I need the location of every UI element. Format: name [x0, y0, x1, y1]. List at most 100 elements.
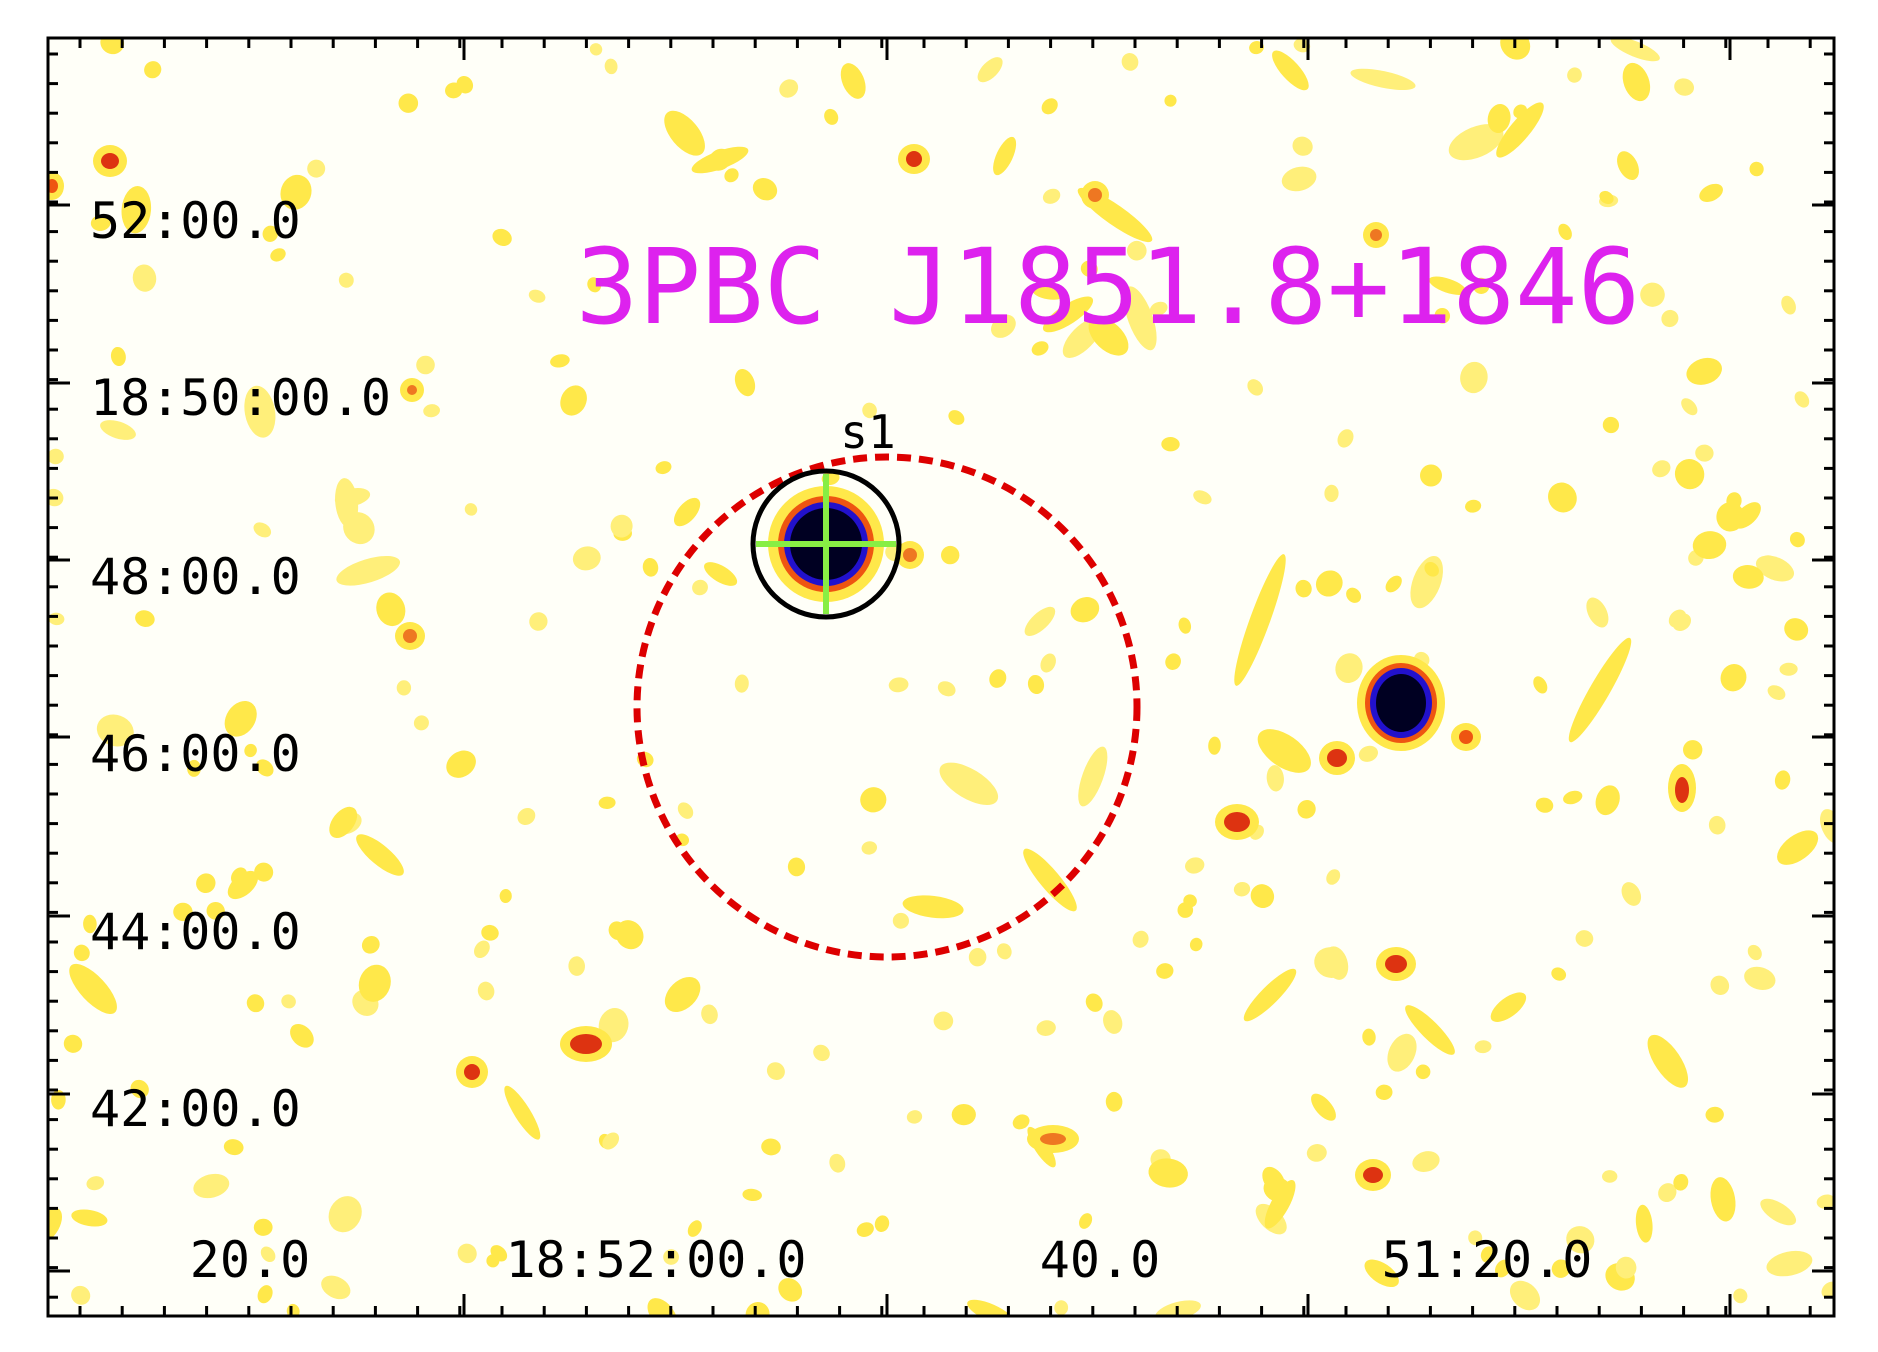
noise-blob: [1575, 930, 1594, 947]
noise-blob: [766, 1062, 785, 1081]
noise-blob: [1183, 894, 1197, 908]
noise-blob: [358, 964, 391, 1002]
noise-blob: [1490, 992, 1527, 1022]
y-tick-label: 46:00.0: [90, 725, 301, 783]
noise-blob: [1042, 296, 1094, 333]
noise-blob: [1784, 618, 1809, 641]
noise-blob: [813, 1044, 830, 1062]
noise-blob: [481, 924, 499, 941]
noise-blob: [1480, 1246, 1496, 1263]
noise-streak: [691, 146, 749, 174]
noise-blob: [290, 1023, 314, 1048]
noise-blob: [329, 806, 358, 838]
noise-blob: [948, 410, 965, 425]
noise-blob: [336, 556, 401, 586]
uncertainty-circle: [633, 453, 1141, 961]
noise-blob: [1710, 975, 1730, 995]
noise-blob: [490, 1245, 508, 1262]
noise-blob: [1647, 1034, 1689, 1088]
noise-blob: [1121, 53, 1139, 71]
noise-blob: [560, 385, 587, 416]
noise-blob: [1733, 502, 1761, 529]
noise-blob: [492, 228, 512, 246]
noise-blob: [48, 448, 64, 465]
plot-frame: [46, 36, 1836, 1318]
noise-blob: [464, 503, 478, 516]
noise-blob: [206, 901, 225, 920]
noise-blob: [664, 110, 705, 156]
noise-blob: [1385, 575, 1402, 593]
x-axis-labels: 20.0 18:52:00.0 40.0 51:20.0: [190, 1231, 1593, 1289]
noise-blob: [227, 870, 259, 900]
noise-blob: [1346, 587, 1362, 603]
noise-blob: [840, 63, 866, 99]
noise-blob: [677, 802, 694, 819]
noise-streak: [1243, 968, 1297, 1022]
noise-blob: [361, 935, 380, 954]
noise-blob: [257, 1285, 273, 1304]
noise-blob: [1362, 1028, 1376, 1046]
noise-blob: [246, 994, 265, 1013]
x-tick-label: 18:52:00.0: [505, 1231, 806, 1289]
noise-blob: [100, 420, 136, 440]
noise-blob: [1292, 136, 1313, 156]
noise-blob: [1193, 490, 1212, 505]
noise-streak: [1568, 637, 1632, 743]
noise-blob: [1314, 947, 1348, 978]
noise-blob: [1474, 1040, 1492, 1054]
noise-blob: [1161, 436, 1180, 452]
figure-title: 3PBC J1851.8+1846: [576, 226, 1640, 348]
noise-blob: [701, 1004, 718, 1025]
noise-blob: [413, 715, 429, 731]
noise-blob: [1781, 295, 1796, 315]
noise-blob: [888, 677, 909, 693]
noise-blob: [1103, 1010, 1123, 1034]
noise-streak: [356, 834, 404, 876]
noise-blob: [1551, 1259, 1571, 1278]
noise-blob: [135, 610, 155, 627]
noise-blob: [991, 314, 1016, 338]
noise-blob: [86, 1176, 105, 1191]
y-axis-labels: 52:00.0 18:50:00.0 48:00.0 46:00.0 44:00.0 42…: [90, 192, 391, 1138]
noise-blob: [1621, 882, 1642, 906]
noise-blob: [1350, 68, 1416, 91]
noise-blob: [398, 93, 419, 113]
noise-blob: [1132, 930, 1149, 948]
noise-blob: [1189, 937, 1203, 952]
noise-blob: [778, 1278, 803, 1302]
noise-blob: [1766, 1250, 1813, 1277]
noise-blob: [1794, 391, 1810, 408]
noise-blob: [602, 1132, 620, 1150]
y-tick-label: 48:00.0: [90, 548, 301, 606]
noise-blob: [1085, 993, 1103, 1012]
noise-blob: [196, 873, 216, 893]
noise-blob: [1789, 531, 1805, 548]
x-tick-label: 20.0: [190, 1231, 310, 1289]
noise-blob: [1767, 685, 1786, 700]
noise-blob: [1567, 67, 1582, 83]
noise-blob: [1297, 800, 1316, 819]
noise-blob: [752, 177, 778, 201]
noise-blob: [1495, 1259, 1511, 1278]
noise-blob: [1705, 1106, 1724, 1123]
noise-blob: [529, 612, 548, 631]
noise-blob: [856, 1222, 874, 1237]
noise-blob: [71, 1285, 91, 1305]
noise-blob: [615, 920, 644, 950]
noise-blob: [1681, 398, 1698, 416]
noise-blob: [1054, 1300, 1069, 1316]
noise-blob: [1024, 606, 1056, 636]
noise-blob: [328, 1196, 362, 1233]
noise-blob: [724, 168, 739, 183]
noise-blob: [253, 1218, 273, 1236]
noise-blob: [642, 557, 659, 577]
noise-blob: [1661, 309, 1679, 328]
noise-blob: [338, 272, 354, 288]
noise-blob: [1635, 1204, 1653, 1243]
noise-blob: [256, 759, 274, 777]
noise-blob: [951, 1104, 976, 1126]
noise-blob: [193, 1173, 230, 1199]
noise-blob: [1674, 458, 1705, 490]
noise-blob: [1777, 830, 1819, 865]
medium-sources: [48, 144, 1696, 1191]
